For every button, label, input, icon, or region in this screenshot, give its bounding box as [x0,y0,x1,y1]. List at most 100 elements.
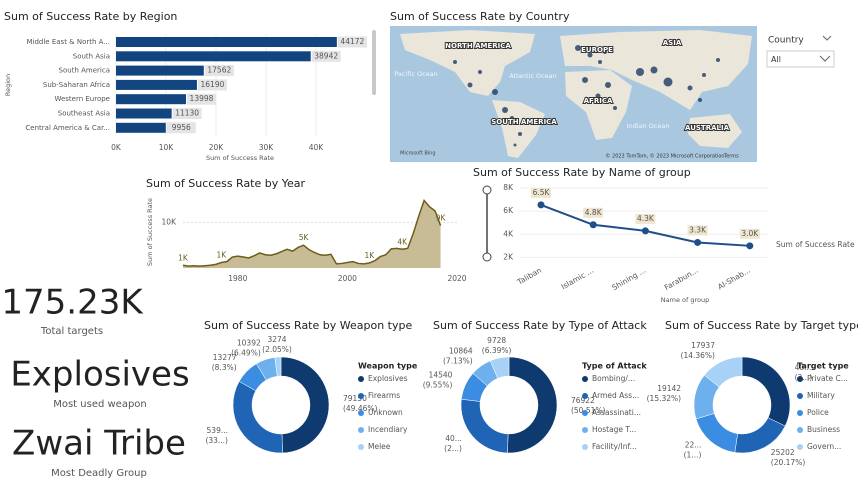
line [182,198,442,267]
data-label: 79150 [343,394,367,403]
y-tick-label: Western Europe [54,95,110,103]
legend-swatch [582,376,588,382]
legend-label[interactable]: Explosives [368,374,408,383]
data-label: (9.55%) [423,380,453,389]
map-attribution: © 2023 TomTom, © 2023 Microsoft Corporat… [605,153,724,160]
map-label: Atlantic Ocean [509,72,557,80]
chart-title: Sum of Success Rate by Target type [665,319,858,332]
map-label: Pacific Ocean [394,70,438,78]
data-label: (7.13%) [443,356,473,365]
range-slider[interactable] [482,185,492,262]
data-label-box [197,79,227,91]
legend-label[interactable]: Melee [368,442,391,451]
legend-label[interactable]: Unknown [368,408,403,417]
donut-slice[interactable] [274,356,282,377]
map[interactable]: NORTH AMERICA EUROPE ASIA Pacific Ocean … [390,26,757,162]
data-label: (6.39%) [482,346,512,355]
data-label: 1K [178,253,189,262]
y-axis-title: Sum of Success Rate [146,198,154,266]
map-terms[interactable]: Terms [723,154,739,160]
chart-title: Sum of Success Rate by Name of group [473,166,691,179]
bar[interactable] [116,51,311,62]
x-tick-label: 30K [259,143,275,152]
x-axis-title: Sum of Success Rate [206,154,274,162]
y-tick-label: Southeast Asia [58,110,110,118]
data-label: (2.05%) [262,345,292,354]
legend-swatch [797,376,803,382]
legend-label[interactable]: Bombing/... [592,374,635,383]
data-label: 40... [445,434,462,443]
legend-swatch [582,393,588,399]
data-label: 16190 [201,80,225,89]
chart-title: Sum of Success Rate by Weapon type [204,319,412,332]
legend-label[interactable]: Private C... [807,374,848,383]
data-label-box [337,36,367,48]
legend-label[interactable]: Military [807,391,835,400]
point[interactable] [641,227,649,235]
legend-swatch [358,427,364,433]
donut-slice[interactable] [703,356,743,388]
bar[interactable] [116,94,186,105]
data-label: (20.17%) [771,458,806,467]
data-label-box [166,122,196,134]
data-label: (33...) [205,436,228,445]
legend-swatch [358,393,364,399]
bar[interactable] [116,79,197,90]
data-label: 4.3K [637,214,655,223]
point[interactable] [694,238,702,246]
card-label: Total targets [40,326,103,337]
map-bubbles [453,45,727,147]
donut-slice[interactable] [489,356,510,379]
legend-label[interactable]: Firearms [368,391,400,400]
x-tick-label: 20K [209,143,225,152]
legend-label[interactable]: Police [807,408,829,417]
dropdown-chevron [819,55,831,62]
legend-swatch [358,410,364,416]
data-label: 13277 [213,353,237,362]
bar[interactable] [116,37,337,47]
card-label: Most Deadly Group [51,468,147,479]
legend-label[interactable]: Incendiary [368,425,408,434]
donut-slice[interactable] [280,356,330,454]
point[interactable] [537,201,545,209]
data-label: (1...) [684,450,702,459]
data-label: 3.0K [741,229,759,238]
slicer-dropdown[interactable] [766,50,835,68]
data-label: 76922 [571,396,595,405]
legend-label[interactable]: Govern... [807,442,841,451]
legend-title: Weapon type [358,362,418,371]
bar[interactable] [116,65,204,76]
legend-label[interactable]: Business [807,425,840,434]
card-value: Explosives [10,355,189,395]
legend-label[interactable]: Assassinati... [592,408,641,417]
slider-handle[interactable] [482,185,492,195]
data-label: 25202 [771,448,795,457]
map-label: AFRICA [584,97,613,105]
legend-title: Target type [797,362,849,371]
legend-label[interactable]: Armed Ass... [592,391,639,400]
data-label: 10392 [237,338,261,347]
point[interactable] [589,221,597,229]
data-label: 10864 [449,346,473,355]
data-label-box [687,225,708,236]
y-tick-label: 4K [503,229,514,238]
data-label: (2...) [444,444,462,453]
scrollbar[interactable] [372,30,376,95]
data-label: (14.36%) [681,351,716,360]
slicer-chevron[interactable] [822,35,832,41]
data-label: 539... [207,426,228,435]
data-label: 9K [436,214,447,223]
data-label: 38942 [314,51,338,60]
legend-swatch [582,427,588,433]
donut-slice[interactable] [507,356,558,454]
data-label-box [635,213,656,224]
data-label: 4K [397,237,408,246]
bar[interactable] [116,108,172,119]
point[interactable] [746,242,754,250]
legend-label[interactable]: Facility/Inf... [592,442,637,451]
legend-swatch [797,393,803,399]
legend-label[interactable]: Hostage T... [592,425,636,434]
bar[interactable] [116,122,166,133]
y-tick-label: 10K [162,217,178,226]
slider-handle[interactable] [482,252,492,262]
